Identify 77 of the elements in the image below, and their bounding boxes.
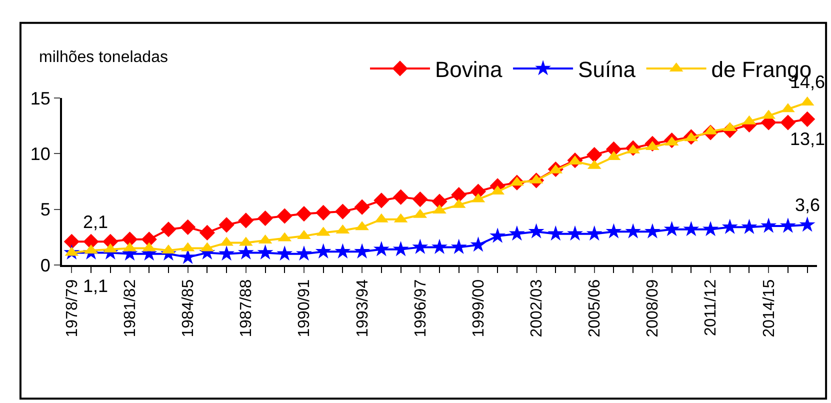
point <box>392 241 409 256</box>
point <box>354 199 370 215</box>
y-tick-label: 10 <box>30 144 50 164</box>
point <box>800 111 816 127</box>
point <box>276 208 292 224</box>
x-tick-label: 1999/00 <box>470 279 488 338</box>
point <box>276 245 293 261</box>
point <box>722 218 738 234</box>
point <box>354 243 370 258</box>
point <box>199 224 215 241</box>
point <box>586 146 602 163</box>
point <box>180 219 196 235</box>
y-tick-label: 5 <box>40 200 50 220</box>
point <box>374 192 390 208</box>
point <box>548 225 564 241</box>
point <box>160 222 176 238</box>
point <box>799 216 816 232</box>
point <box>238 212 254 228</box>
point <box>606 223 622 238</box>
point <box>451 187 467 203</box>
x-tick-label: 1984/85 <box>180 279 198 338</box>
y-tick-label: 15 <box>30 88 50 108</box>
point <box>238 244 254 260</box>
point <box>315 243 332 258</box>
x-tick-label: 1981/82 <box>122 279 139 338</box>
point <box>528 223 544 238</box>
x-tick-label: 1993/94 <box>354 279 372 338</box>
y-axis-title: milhões toneladas <box>39 49 168 66</box>
point <box>334 243 351 258</box>
point <box>296 245 312 261</box>
legend-label: Suína <box>578 57 636 82</box>
x-tick-label: 2002/03 <box>528 279 546 338</box>
point <box>334 204 351 220</box>
point <box>392 189 409 205</box>
legend-label: Bovina <box>435 57 504 82</box>
point <box>683 220 700 236</box>
point <box>432 238 448 254</box>
point <box>664 220 680 236</box>
point <box>412 238 428 254</box>
point <box>702 220 719 236</box>
point <box>470 236 486 252</box>
point <box>586 225 602 241</box>
data-label: 1,1 <box>83 276 108 296</box>
point <box>644 223 660 238</box>
point <box>257 210 274 226</box>
point <box>83 234 99 250</box>
data-label: 3,6 <box>795 195 820 215</box>
point <box>780 114 796 130</box>
point <box>412 192 428 208</box>
point <box>567 225 583 241</box>
x-tick-label: 2011/12 <box>702 279 720 336</box>
x-tick-label: 1978/79 <box>64 279 81 338</box>
data-label: 2,1 <box>83 212 108 232</box>
point <box>741 218 758 234</box>
y-tick-label: 0 <box>40 255 50 276</box>
point <box>218 217 234 233</box>
x-tick-label: 2014/15 <box>760 279 778 338</box>
point <box>316 204 332 220</box>
x-tick-label: 1987/88 <box>238 279 256 338</box>
point <box>760 218 777 233</box>
x-tick-label: 1996/97 <box>412 279 430 338</box>
data-label: 13,1 <box>790 129 826 149</box>
point <box>141 232 157 248</box>
x-tick-label: 2008/09 <box>644 279 662 338</box>
point <box>296 206 312 222</box>
x-tick-label: 1990/91 <box>296 279 314 338</box>
point <box>450 238 467 254</box>
point <box>432 194 448 210</box>
point <box>373 241 390 256</box>
point <box>218 245 235 261</box>
point <box>490 228 506 243</box>
x-tick-label: 2005/06 <box>586 279 604 338</box>
point <box>64 234 80 250</box>
point <box>257 244 274 260</box>
point <box>508 225 525 241</box>
point <box>625 223 642 238</box>
point <box>780 218 796 233</box>
